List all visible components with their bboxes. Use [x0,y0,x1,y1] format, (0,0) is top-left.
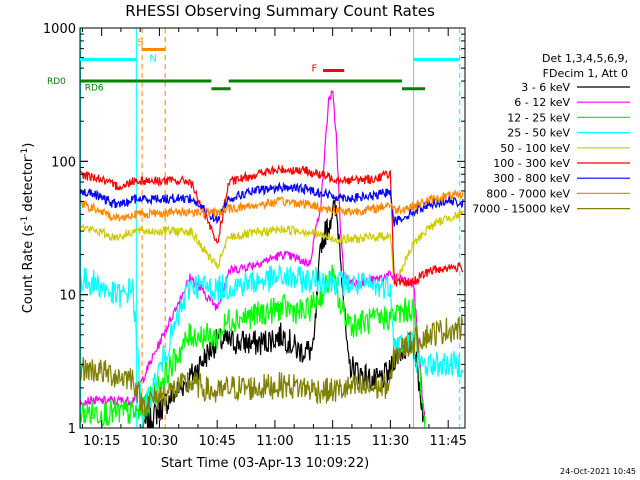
series-line-5 [80,210,464,286]
y-axis-label: Count Rate (s-1 detector-1) [20,143,36,314]
y-axis: 1 10 100 1000 [43,22,465,437]
y-axis-label-part3: ) [21,143,36,148]
y-tick-label: 1000 [43,22,76,37]
y-axis-label-sup2: -1 [20,148,30,157]
legend-label: 100 - 300 keV [493,157,570,170]
chart-title: RHESSI Observing Summary Count Rates [125,2,435,20]
y-axis-label-part2: detector [21,156,36,216]
y-axis-label-sup1: -1 [20,216,30,225]
x-tick-label: 10:45 [198,434,235,449]
x-tick-label: 10:15 [83,434,120,449]
series-line-4 [80,264,464,428]
flag-label-rd6: RD6 [85,83,104,93]
legend-label: 25 - 50 keV [507,127,570,140]
y-tick-label: 100 [51,155,76,170]
flag-label-n: N [149,54,156,65]
series-line-3 [80,264,426,428]
x-tick-label: 11:45 [429,434,466,449]
legend-header-line2: FDecim 1, Att 0 [543,67,628,80]
flag-label-f: F [312,64,318,75]
x-axis: 10:15 10:30 10:45 11:00 11:15 11:30 11:45 [81,28,467,449]
legend-label: 12 - 25 keV [507,111,570,124]
y-tick-label: 1 [68,422,76,437]
x-tick-label: 11:00 [256,434,293,449]
legend-label: 50 - 100 keV [500,142,570,155]
series-line-6 [80,164,463,288]
legend: Det 1,3,4,5,6,9, FDecim 1, Att 0 3 - 6 k… [472,52,630,216]
y-axis-label-part1: Count Rate (s [21,225,36,314]
legend-label: 800 - 7000 keV [486,187,570,200]
x-tick-label: 11:15 [314,434,351,449]
legend-label: 7000 - 15000 keV [472,203,570,216]
x-tick-label: 10:30 [141,434,178,449]
plot-area-frame [79,27,466,429]
x-axis-label: Start Time (03-Apr-13 10:09:22) [161,456,369,471]
legend-header-line1: Det 1,3,4,5,6,9, [542,52,628,65]
series-line-7 [80,181,464,227]
y-tick-label: 10 [59,289,76,304]
legend-label: 300 - 800 keV [493,172,570,185]
legend-label: 3 - 6 keV [521,81,570,94]
timestamp: 24-Oct-2021 10:45 [560,467,636,476]
flag-label-rd0: RD0 [47,77,66,87]
series-line-9 [80,316,464,418]
plot-area [80,28,464,428]
series-line-8 [80,188,464,222]
x-tick-label: 11:30 [372,434,409,449]
legend-label: 6 - 12 keV [514,96,570,109]
flag-label-s: S [137,37,143,48]
